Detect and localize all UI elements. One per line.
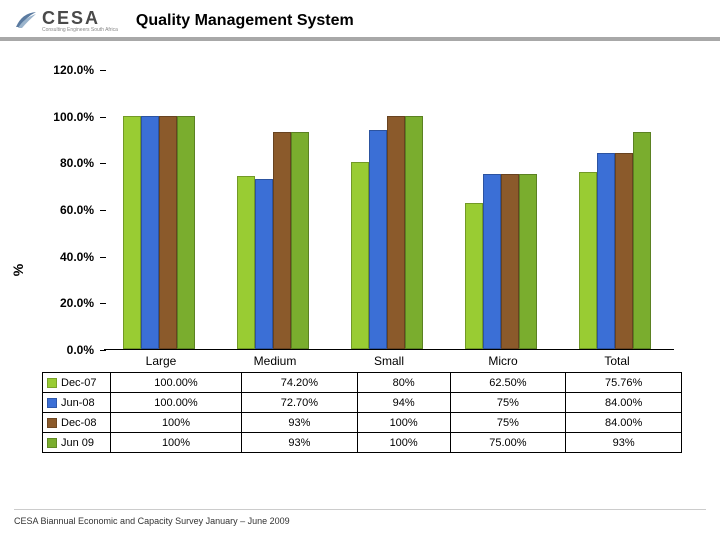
bar: [123, 116, 141, 349]
y-tick-label: 40.0%: [60, 250, 94, 264]
y-axis-label: %: [10, 264, 26, 276]
table-cell: 100.00%: [111, 393, 242, 413]
logo-text: CESA: [42, 8, 118, 29]
table-cell: 84.00%: [566, 393, 682, 413]
bar: [483, 174, 501, 349]
bar-group: [351, 70, 427, 349]
series-label-cell: Dec-07: [43, 373, 111, 393]
series-label-cell: Dec-08: [43, 413, 111, 433]
bar: [369, 130, 387, 349]
footer-text: CESA Biannual Economic and Capacity Surv…: [14, 516, 290, 526]
bar: [579, 172, 597, 349]
y-tick-label: 0.0%: [67, 343, 94, 357]
table-cell: 93%: [566, 433, 682, 453]
bar: [387, 116, 405, 349]
table-cell: 100%: [111, 433, 242, 453]
y-tick-label: 120.0%: [53, 63, 94, 77]
table-cell: 93%: [242, 413, 358, 433]
table-cell: 75.76%: [566, 373, 682, 393]
bar: [255, 179, 273, 349]
x-category-label: Small: [374, 354, 404, 368]
bar: [597, 153, 615, 349]
x-category-label: Medium: [254, 354, 297, 368]
table-cell: 100%: [357, 433, 450, 453]
table-cell: 84.00%: [566, 413, 682, 433]
bar: [519, 174, 537, 349]
y-tick-label: 80.0%: [60, 156, 94, 170]
plot: [104, 70, 674, 350]
logo-subtext: Consulting Engineers South Africa: [42, 27, 118, 33]
bar: [141, 116, 159, 349]
table-cell: 75%: [450, 413, 566, 433]
y-tick-label: 100.0%: [53, 110, 94, 124]
table-cell: 94%: [357, 393, 450, 413]
table-cell: 62.50%: [450, 373, 566, 393]
table-cell: 100.00%: [111, 373, 242, 393]
bar: [273, 132, 291, 349]
table-cell: 75%: [450, 393, 566, 413]
x-category-label: Micro: [488, 354, 517, 368]
logo: CESA Consulting Engineers South Africa: [14, 8, 118, 33]
bar: [237, 176, 255, 349]
chart-area: % 0.0%20.0%40.0%60.0%80.0%100.0%120.0% D…: [42, 70, 682, 470]
bar-group: [123, 70, 199, 349]
x-category-label: Large: [146, 354, 177, 368]
footer: CESA Biannual Economic and Capacity Surv…: [14, 509, 706, 526]
bar: [159, 116, 177, 349]
y-tick-label: 20.0%: [60, 296, 94, 310]
table-cell: 80%: [357, 373, 450, 393]
data-table: Dec-07100.00%74.20%80%62.50%75.76%Jun-08…: [42, 372, 682, 453]
bar: [615, 153, 633, 349]
series-label-cell: Jun-08: [43, 393, 111, 413]
bar: [351, 162, 369, 349]
table-cell: 100%: [357, 413, 450, 433]
bar-group: [579, 70, 655, 349]
logo-icon: [14, 9, 38, 33]
page-title: Quality Management System: [136, 12, 354, 30]
series-name: Dec-07: [61, 377, 96, 389]
table-row: Jun 09100%93%100%75.00%93%: [43, 433, 682, 453]
table-cell: 74.20%: [242, 373, 358, 393]
legend-swatch: [47, 418, 57, 428]
x-category-label: Total: [604, 354, 629, 368]
bar: [177, 116, 195, 349]
series-name: Dec-08: [61, 417, 96, 429]
bar: [465, 203, 483, 349]
legend-swatch: [47, 378, 57, 388]
bar: [501, 174, 519, 349]
data-table-body: Dec-07100.00%74.20%80%62.50%75.76%Jun-08…: [43, 373, 682, 453]
y-ticks: 0.0%20.0%40.0%60.0%80.0%100.0%120.0%: [38, 70, 98, 350]
table-row: Dec-07 100.00%74.20%80%62.50%75.76%: [43, 373, 682, 393]
bar: [291, 132, 309, 349]
y-tick-label: 60.0%: [60, 203, 94, 217]
series-name: Jun-08: [61, 397, 95, 409]
table-cell: 72.70%: [242, 393, 358, 413]
bar-group: [237, 70, 313, 349]
bar: [405, 116, 423, 349]
table-cell: 75.00%: [450, 433, 566, 453]
header: CESA Consulting Engineers South Africa Q…: [0, 0, 720, 41]
legend-swatch: [47, 438, 57, 448]
table-cell: 100%: [111, 413, 242, 433]
table-row: Dec-08100%93%100%75%84.00%: [43, 413, 682, 433]
bar: [633, 132, 651, 349]
table-cell: 93%: [242, 433, 358, 453]
bar-group: [465, 70, 541, 349]
series-name: Jun 09: [61, 437, 94, 449]
series-label-cell: Jun 09: [43, 433, 111, 453]
table-row: Jun-08 100.00%72.70%94%75%84.00%: [43, 393, 682, 413]
legend-swatch: [47, 398, 57, 408]
